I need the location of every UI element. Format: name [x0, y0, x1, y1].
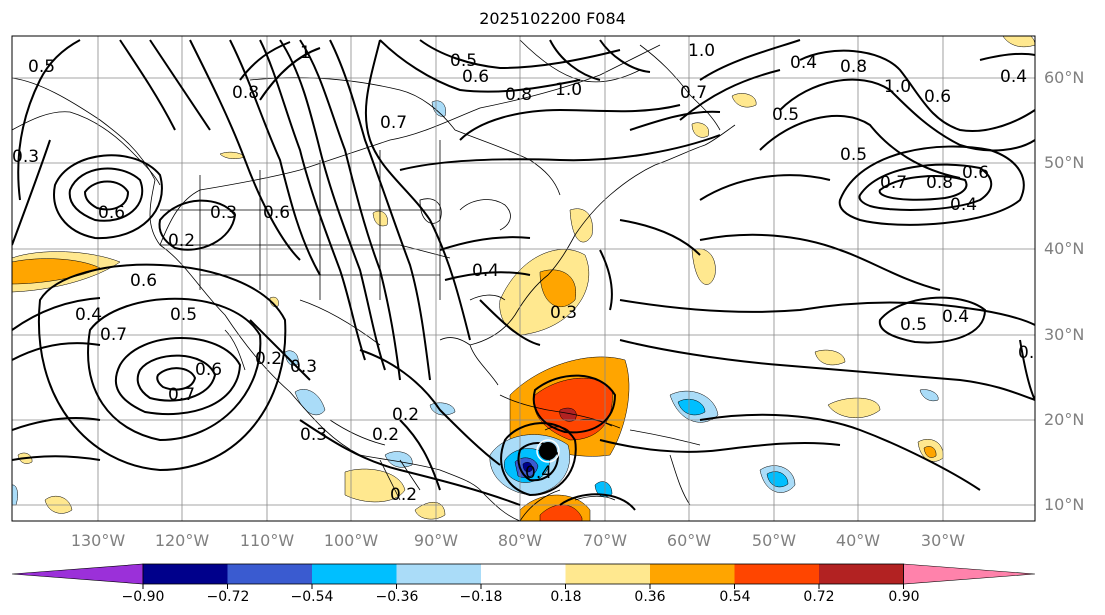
colorbar-cell: [734, 564, 819, 584]
storm-marker-ring: [536, 439, 560, 463]
lat-label: 20°N: [1044, 410, 1084, 429]
contour-label: 0.8: [840, 57, 867, 77]
colorbar-cell: [312, 564, 397, 584]
colorbar-cell: [819, 564, 904, 584]
colorbar-cell: [650, 564, 735, 584]
colorbar-tick-label: 0.54: [719, 589, 750, 605]
contour-label: 0.6: [98, 203, 125, 223]
graticule: [12, 36, 1035, 521]
contour-label: 0.3: [300, 425, 327, 445]
lon-label: 80°W: [498, 531, 542, 550]
colorbar-tick-label: −0.72: [207, 589, 250, 605]
contour-label: 0.4: [950, 195, 977, 215]
map-title: 2025102200 F084: [479, 9, 626, 28]
colorbar-extend-low: [11, 563, 144, 585]
lat-label: 60°N: [1044, 68, 1084, 87]
lat-label: 30°N: [1044, 325, 1084, 344]
contour-label: 0.7: [100, 325, 127, 345]
colorbar-tick-label: −0.36: [376, 589, 419, 605]
contour-label: 0.6: [130, 271, 157, 291]
lon-label: 90°W: [414, 531, 458, 550]
colorbar-tick-label: 0.18: [550, 589, 581, 605]
contour-label: 0.4: [942, 307, 969, 327]
colorbar-ticks: −0.90 −0.72 −0.54 −0.36 −0.18 0.18 0.36 …: [122, 589, 920, 605]
contour-label: 0.3: [550, 303, 577, 323]
colorbar-tick-label: 0.72: [803, 589, 834, 605]
contour-label: 0.6: [962, 163, 989, 183]
contour-labels: 0.5 0.8 1 0.5 0.6 1.0 0.8 1.0 0.4 0.8 0.…: [12, 41, 1045, 505]
contour-label: 0.4: [790, 53, 817, 73]
lon-label: 130°W: [71, 531, 126, 550]
colorbar-cell: [565, 564, 650, 584]
contour-label: 1.0: [688, 41, 715, 61]
contour-lines: [12, 39, 1035, 511]
contour-label: 0.5: [900, 315, 927, 335]
contour-label: 0.5: [772, 105, 799, 125]
contour-label: 1.0: [555, 80, 582, 100]
lon-label: 40°W: [836, 531, 880, 550]
storm-center-marker: [539, 442, 557, 460]
contour-label: 0.4: [1018, 343, 1045, 363]
colorbar-tick-label: 0.36: [634, 589, 665, 605]
contour-label: 0.6: [263, 203, 290, 223]
colorbar-cell: [227, 564, 312, 584]
lat-label: 10°N: [1044, 495, 1084, 514]
colorbar: −0.90 −0.72 −0.54 −0.36 −0.18 0.18 0.36 …: [11, 563, 1036, 605]
map-frame: [11, 35, 1036, 522]
colorbar-tick-label: −0.18: [460, 589, 503, 605]
lat-label: 50°N: [1044, 153, 1084, 172]
contour-label: 0.7: [380, 113, 407, 133]
lon-label: 70°W: [583, 531, 627, 550]
lon-label: 30°W: [921, 531, 965, 550]
contour-label: 0.5: [840, 145, 867, 165]
colorbar-cell: [481, 564, 566, 584]
colorbar-cell: [396, 564, 481, 584]
colorbar-tick-label: −0.90: [122, 589, 165, 605]
lon-label: 50°W: [752, 531, 796, 550]
contour-label: 0.8: [232, 83, 259, 103]
lon-label: 60°W: [667, 531, 711, 550]
longitude-labels: 130°W 120°W 110°W 100°W 90°W 80°W 70°W 6…: [71, 531, 965, 550]
contour-label: 0.6: [462, 67, 489, 87]
contour-label: 0.7: [880, 173, 907, 193]
contour-label: 0.2: [168, 231, 195, 251]
contour-label: 0.3: [290, 357, 317, 377]
lon-label: 120°W: [155, 531, 210, 550]
contour-label: 0.2: [255, 349, 282, 369]
lon-label: 100°W: [324, 531, 379, 550]
contour-label: 0.5: [28, 57, 55, 77]
colorbar-tick-label: −0.54: [291, 589, 334, 605]
contour-label: 0.5: [450, 51, 477, 71]
colorbar-frame: [142, 563, 904, 585]
contour-label: 0.8: [505, 85, 532, 105]
colorbar-extend-high: [903, 563, 1036, 585]
latitude-labels: 10°N 20°N 30°N 40°N 50°N 60°N: [1044, 68, 1084, 514]
colorbar-cell: [143, 564, 228, 584]
contour-label: 0.2: [390, 485, 417, 505]
contour-label: 0.3: [210, 203, 237, 223]
contour-label: 0.4: [1000, 67, 1027, 87]
contour-label: 0.6: [924, 87, 951, 107]
contour-label: 0.7: [680, 83, 707, 103]
contour-label: 1.0: [884, 77, 911, 97]
contour-label: 0.2: [392, 405, 419, 425]
contour-label: 0.3: [12, 147, 39, 167]
lat-label: 40°N: [1044, 239, 1084, 258]
contour-label: 0.8: [926, 173, 953, 193]
contour-label: 1: [300, 43, 311, 63]
contour-label: 0.4: [525, 463, 552, 483]
contour-label: 0.7: [168, 385, 195, 405]
contour-label: 0.5: [170, 305, 197, 325]
colorbar-tick-label: 0.90: [888, 589, 919, 605]
contour-label: 0.2: [372, 425, 399, 445]
contour-label: 0.4: [472, 261, 499, 281]
lon-label: 110°W: [240, 531, 295, 550]
contour-label: 0.6: [195, 360, 222, 380]
contour-label: 0.4: [75, 305, 102, 325]
